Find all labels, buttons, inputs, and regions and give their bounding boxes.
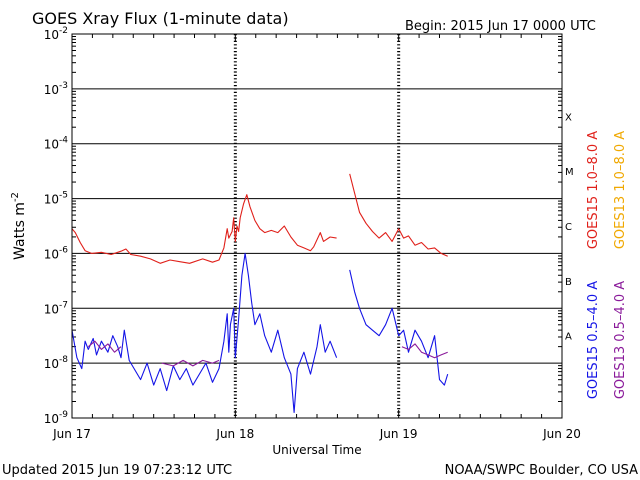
legend-entry: GOES15 1.0–8.0 A [586, 131, 601, 249]
x-tick-label: Jun 20 [542, 427, 581, 441]
y-tick-label: 10-7 [44, 300, 68, 316]
flare-class-label: M [565, 167, 574, 178]
plot-grid [72, 34, 562, 418]
x-tick-label: Jun 17 [52, 427, 91, 441]
x-axis-label: Universal Time [272, 443, 361, 457]
flare-class-label: C [565, 222, 572, 233]
series-line [87, 340, 122, 353]
legend-entry: GOES15 0.5–4.0 A [586, 281, 601, 399]
y-tick-label: 10-3 [44, 81, 68, 97]
series-line [71, 252, 338, 414]
series-line [349, 269, 449, 386]
y-tick-label: 10-5 [44, 191, 68, 207]
credit-text: NOAA/SWPC Boulder, CO USA [445, 463, 638, 478]
series-line [349, 173, 448, 257]
x-tick-label: Jun 19 [379, 427, 418, 441]
series-lines [71, 173, 449, 414]
y-axis-label-sup: -2 [10, 192, 21, 202]
updated-text: Updated 2015 Jun 19 07:23:12 UTC [2, 463, 232, 478]
axis-ticks: 10-9 10-8 10-7 10-6 10-5 10-4 10-3 10-2 Jun 17 Ju… [44, 26, 581, 441]
series-line [71, 194, 337, 264]
y-axis-label-text: Watts m [12, 202, 28, 260]
plot-frame [71, 33, 563, 419]
y-tick-label: 10-8 [44, 355, 69, 371]
series-line [401, 343, 448, 359]
y-tick-label: 10-6 [44, 245, 69, 261]
flare-class-label: X [565, 112, 572, 123]
legend: GOES15 1.0–8.0 A GOES13 1.0–8.0 A GOES15 0… [586, 131, 628, 399]
flare-class-label: A [565, 332, 572, 343]
x-tick-label: Jun 18 [215, 427, 254, 441]
legend-entry: GOES13 0.5–4.0 A [613, 281, 628, 399]
svg-text:Watts m-2: Watts m-2 [10, 192, 28, 260]
chart-title: GOES Xray Flux (1-minute data) [32, 9, 289, 28]
begin-label: Begin: 2015 Jun 17 0000 UTC [405, 19, 596, 34]
series-line [161, 359, 220, 367]
y-tick-label: 10-2 [44, 26, 68, 42]
y-tick-label: 10-4 [44, 136, 69, 152]
y-axis-label: Watts m-2 [10, 192, 28, 260]
y-tick-label: 10-9 [44, 410, 69, 426]
legend-entry: GOES13 1.0–8.0 A [613, 131, 628, 249]
flare-class-label: B [565, 277, 572, 288]
